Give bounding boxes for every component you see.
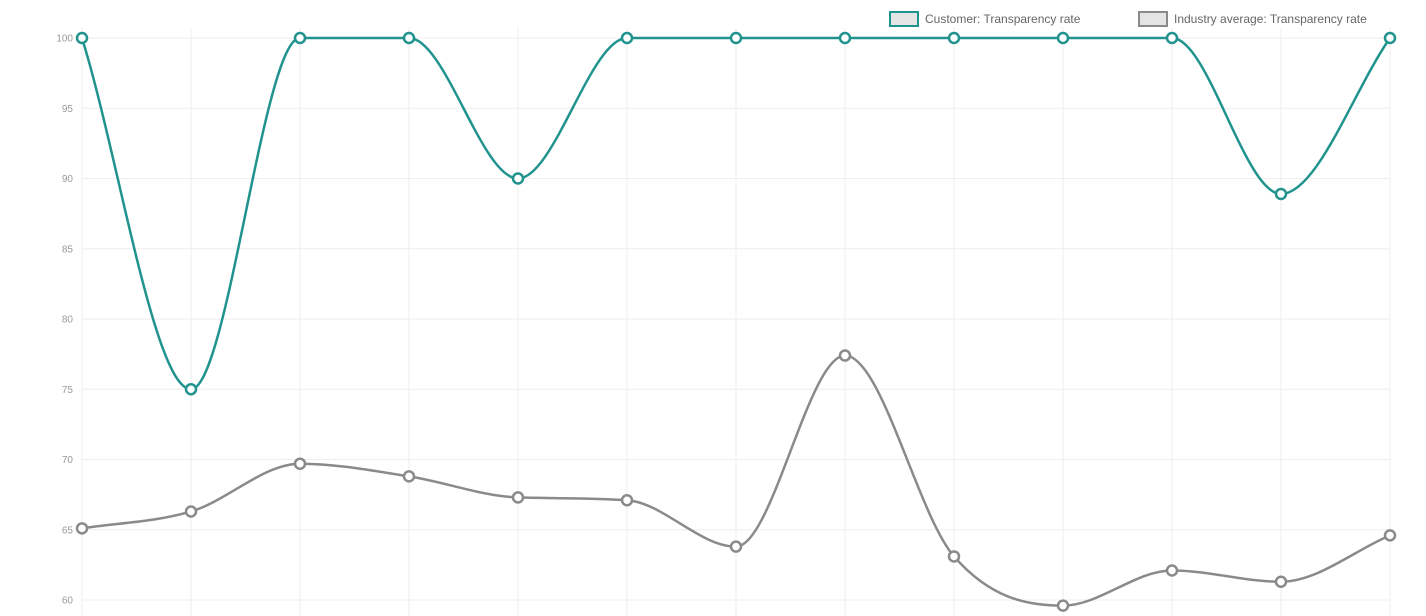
- data-point-industry-average[interactable]: [729, 540, 743, 553]
- data-point-customer[interactable]: [1274, 187, 1288, 201]
- series-line-customer: [80, 36, 1392, 391]
- data-point-industry-average[interactable]: [838, 349, 852, 362]
- data-point-customer[interactable]: [511, 172, 525, 185]
- grid: [81, 28, 1391, 616]
- data-point-industry-average[interactable]: [75, 522, 89, 535]
- data-point-industry-average[interactable]: [1274, 575, 1288, 588]
- data-point-customer[interactable]: [75, 31, 89, 45]
- legend-swatch: [889, 11, 919, 27]
- y-tick-label: 75: [62, 385, 74, 396]
- series-industry-average: [75, 349, 1397, 612]
- legend-item-industry-average[interactable]: Industry average: Transparency rate: [1138, 11, 1367, 27]
- data-point-industry-average[interactable]: [1056, 599, 1070, 612]
- y-tick-label: 85: [62, 244, 74, 255]
- data-point-customer[interactable]: [1056, 31, 1070, 45]
- data-point-industry-average[interactable]: [1383, 529, 1397, 542]
- data-point-customer[interactable]: [402, 31, 416, 45]
- data-point-customer[interactable]: [620, 31, 634, 45]
- data-point-industry-average[interactable]: [293, 457, 307, 470]
- y-tick-label: 65: [62, 525, 74, 536]
- series-layer: [75, 31, 1397, 612]
- data-point-industry-average[interactable]: [947, 550, 961, 563]
- legend-label: Industry average: Transparency rate: [1174, 12, 1367, 26]
- data-point-industry-average[interactable]: [184, 505, 198, 518]
- data-point-customer[interactable]: [838, 31, 852, 45]
- data-point-customer[interactable]: [184, 383, 198, 396]
- y-tick-label: 95: [62, 104, 74, 115]
- legend[interactable]: Customer: Transparency rate Industry aver…: [889, 11, 1367, 27]
- data-point-industry-average[interactable]: [620, 493, 634, 507]
- y-tick-label: 90: [62, 174, 74, 185]
- data-point-customer[interactable]: [1383, 31, 1397, 45]
- data-point-customer[interactable]: [729, 31, 743, 45]
- y-axis: 60 65 70 75 80 85 90 95 100: [56, 34, 73, 607]
- y-tick-label: 60: [62, 596, 74, 607]
- series-customer: [75, 31, 1397, 396]
- data-point-industry-average[interactable]: [511, 491, 525, 504]
- legend-item-customer[interactable]: Customer: Transparency rate: [889, 11, 1081, 27]
- data-point-customer[interactable]: [947, 31, 961, 45]
- legend-swatch: [1138, 11, 1168, 27]
- y-tick-label: 70: [62, 455, 74, 466]
- legend-label: Customer: Transparency rate: [925, 12, 1081, 26]
- data-point-industry-average[interactable]: [1165, 564, 1179, 577]
- data-point-customer[interactable]: [293, 31, 307, 45]
- data-point-customer[interactable]: [1165, 31, 1179, 45]
- data-point-industry-average[interactable]: [402, 470, 416, 483]
- y-tick-label: 80: [62, 315, 74, 326]
- y-tick-label: 100: [56, 34, 73, 45]
